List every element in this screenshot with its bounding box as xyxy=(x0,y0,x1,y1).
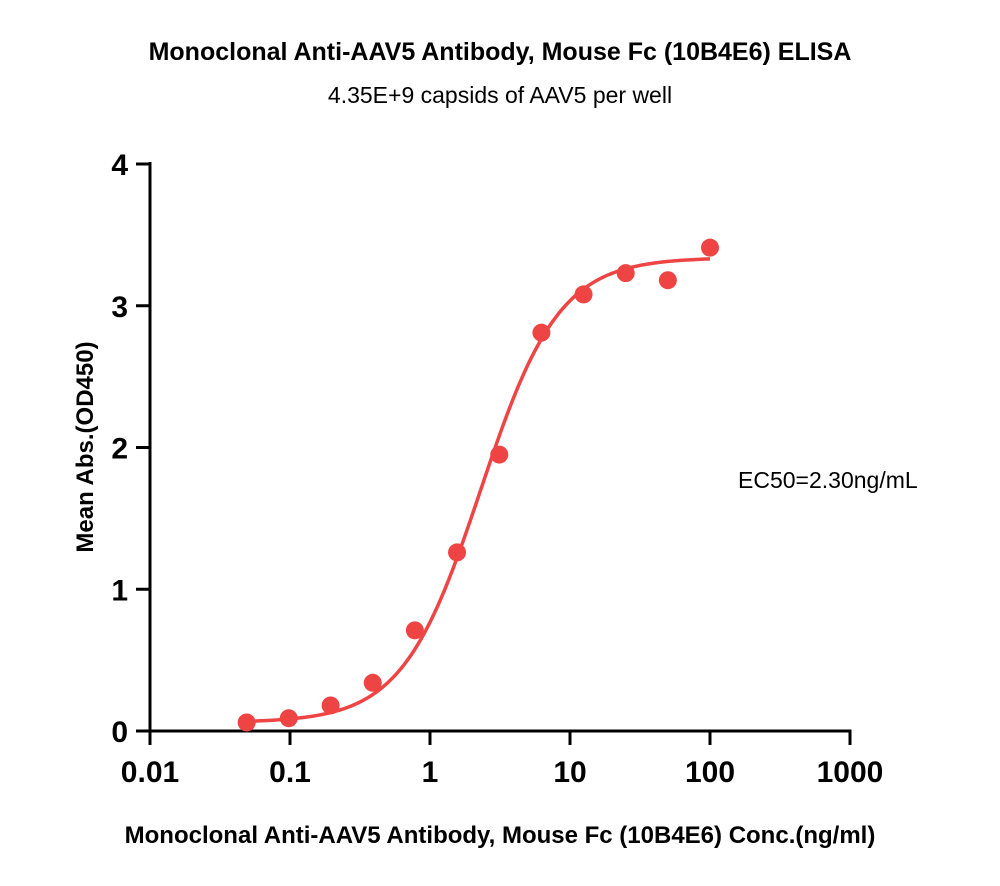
y-tick-label: 1 xyxy=(111,574,128,607)
fit-curve-layer xyxy=(246,257,711,724)
data-point xyxy=(405,621,424,640)
data-point xyxy=(658,271,677,290)
data-point xyxy=(616,264,635,283)
data-point xyxy=(574,285,593,304)
data-point xyxy=(701,238,719,257)
y-axis-title: Mean Abs.(OD450) xyxy=(72,341,99,552)
x-tick-label: 0.01 xyxy=(121,756,179,789)
data-point xyxy=(237,713,256,732)
x-tick-label: 1 xyxy=(422,756,439,789)
data-points-layer xyxy=(237,238,719,732)
x-tick-label: 10 xyxy=(553,756,586,789)
y-tick-label: 2 xyxy=(111,433,128,466)
x-tick-label: 100 xyxy=(685,756,735,789)
ec50-annotation: EC50=2.30ng/mL xyxy=(738,467,918,493)
data-point xyxy=(363,673,382,692)
data-point xyxy=(321,696,340,715)
data-point xyxy=(279,709,298,728)
x-tick-label: 0.1 xyxy=(269,756,311,789)
data-point xyxy=(490,445,509,464)
chart-subtitle: 4.35E+9 capsids of AAV5 per well xyxy=(327,82,673,108)
x-axis-title: Monoclonal Anti-AAV5 Antibody, Mouse Fc … xyxy=(125,822,876,849)
fit-curve-line xyxy=(246,257,711,724)
axes: 0 1 2 3 4 0.01 0.1 1 10 100 1000 xyxy=(111,149,883,789)
y-tick-label: 0 xyxy=(111,716,128,749)
y-tick-label: 4 xyxy=(111,149,128,182)
data-point xyxy=(532,323,551,342)
data-point xyxy=(448,543,467,562)
chart-title: Monoclonal Anti-AAV5 Antibody, Mouse Fc … xyxy=(148,38,852,66)
x-tick-label: 1000 xyxy=(817,756,884,789)
y-tick-label: 3 xyxy=(111,291,128,324)
